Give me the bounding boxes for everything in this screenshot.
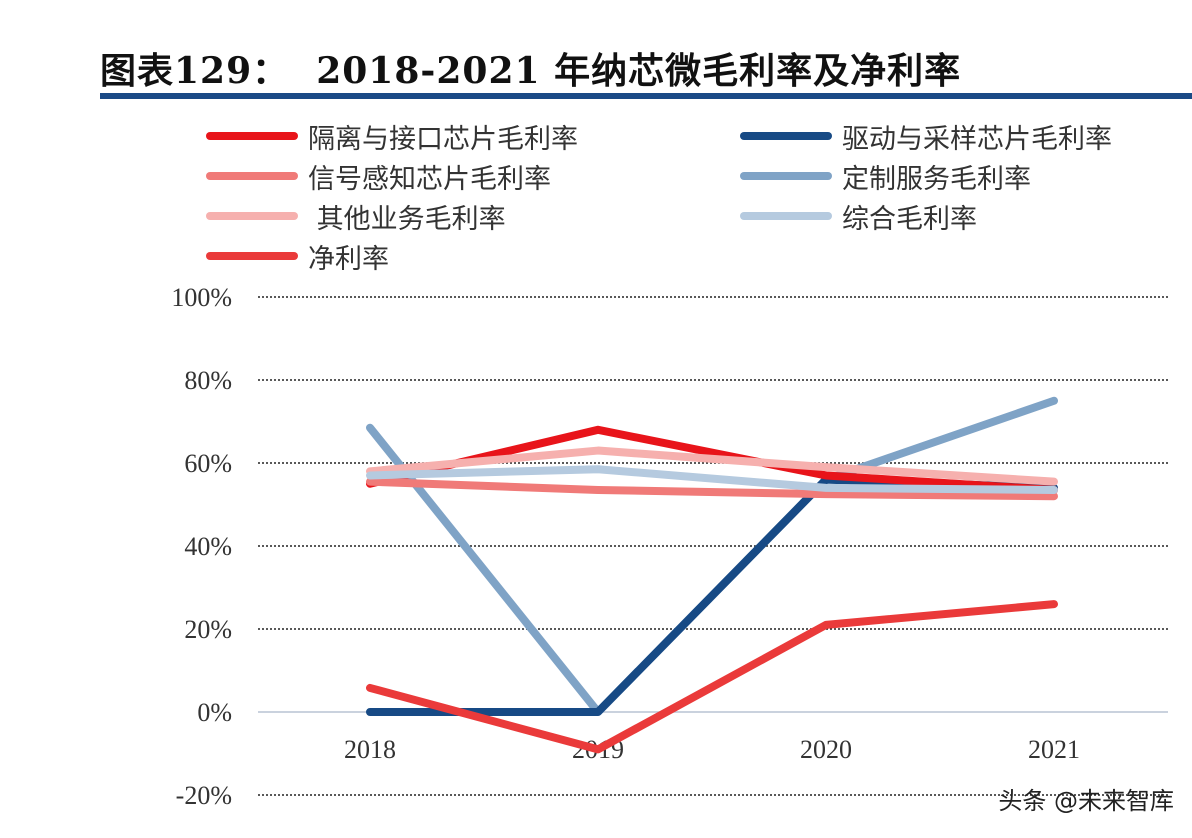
y-tick-label: 40% <box>184 532 232 561</box>
series-line <box>366 396 1058 716</box>
series-line <box>366 475 1058 716</box>
legend-label: 隔离与接口芯片毛利率 <box>308 123 578 155</box>
legend-item: 综合毛利率 <box>740 201 977 235</box>
legend-swatch <box>206 252 298 260</box>
legend-label: 综合毛利率 <box>842 203 977 235</box>
legend-label: 净利率 <box>308 243 389 275</box>
x-tick-label: 2018 <box>344 735 396 764</box>
series-line <box>366 600 1058 754</box>
legend-item: 隔离与接口芯片毛利率 <box>206 121 578 155</box>
legend-swatch <box>740 212 832 220</box>
legend-swatch <box>206 212 298 220</box>
legend-item: 驱动与采样芯片毛利率 <box>740 121 1112 155</box>
watermark: 头条 @未来智库 <box>998 787 1174 815</box>
legend-item: 其他业务毛利率 <box>206 201 506 235</box>
y-tick-label: 60% <box>184 449 232 478</box>
legend-item: 净利率 <box>206 241 389 275</box>
y-tick-label: 20% <box>184 615 232 644</box>
legend-swatch <box>740 132 832 140</box>
chart-title: 图表129： 2018-2021 年纳芯微毛利率及净利率 <box>100 50 962 92</box>
y-tick-label: 80% <box>184 366 232 395</box>
legend-label: 驱动与采样芯片毛利率 <box>842 123 1112 155</box>
y-tick-label: 0% <box>197 698 232 727</box>
y-tick-label: -20% <box>176 781 232 810</box>
legend-swatch <box>206 172 298 180</box>
x-tick-label: 2020 <box>800 735 852 764</box>
legend-label: 其他业务毛利率 <box>308 203 506 235</box>
series-line <box>366 425 1058 494</box>
legend-item: 定制服务毛利率 <box>740 161 1031 195</box>
series-line <box>366 477 1058 501</box>
legend-swatch <box>206 132 298 140</box>
legend-label: 信号感知芯片毛利率 <box>308 163 551 195</box>
legend-swatch <box>740 172 832 180</box>
legend-label: 定制服务毛利率 <box>842 163 1031 195</box>
x-tick-label: 2021 <box>1028 735 1080 764</box>
series-line <box>366 465 1058 494</box>
series-line <box>366 446 1058 486</box>
legend-item: 信号感知芯片毛利率 <box>206 161 551 195</box>
y-tick-label: 100% <box>171 283 232 312</box>
title-divider <box>100 93 1192 99</box>
